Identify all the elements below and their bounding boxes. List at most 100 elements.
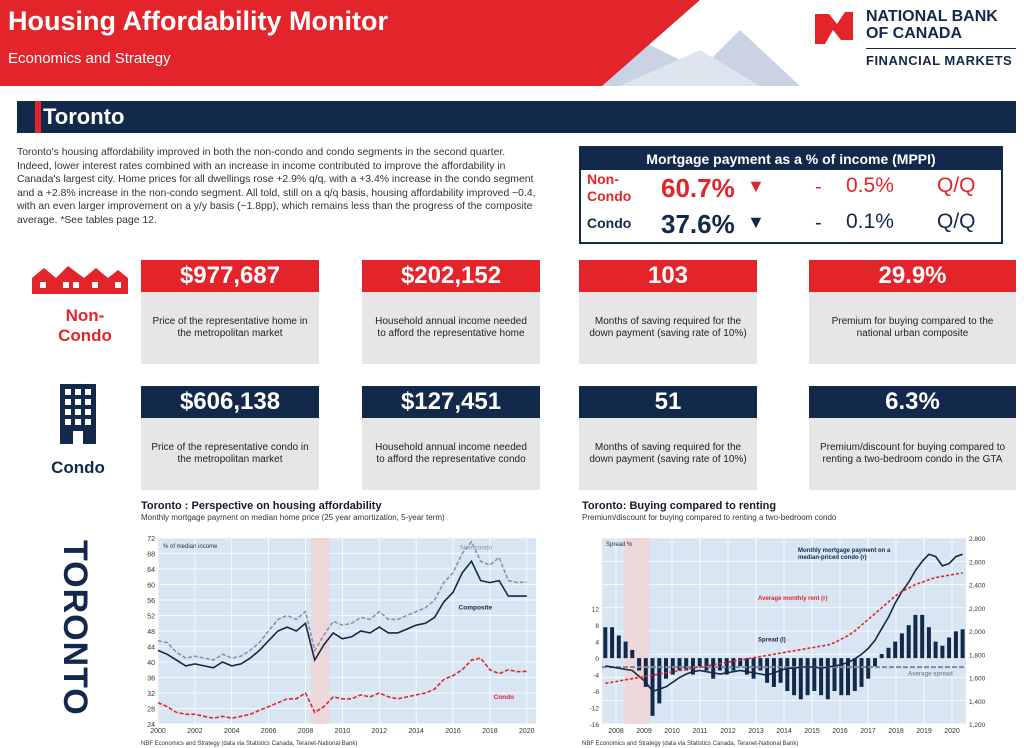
card-value: $127,451: [362, 386, 540, 418]
y-tick-label: 68: [147, 552, 155, 559]
series-label: Condo: [494, 694, 515, 701]
condo-segment-label: Condo: [51, 458, 105, 477]
card-description: Premium/discount for buying compared to …: [819, 442, 1006, 465]
spread-bar: [610, 627, 615, 659]
card-value: $977,687: [141, 260, 319, 292]
y-tick-label-right: 2,200: [969, 606, 986, 613]
mppi-label-noncondo: Non- Condo: [587, 171, 631, 205]
spread-bar: [832, 658, 837, 691]
y-tick-label: -4: [593, 673, 599, 680]
spread-bar: [643, 658, 648, 687]
mppi-label-noncondo-line2: Condo: [587, 188, 632, 204]
x-tick-label: 2012: [371, 728, 387, 735]
spread-bar: [630, 649, 635, 659]
city-banner-accent: [35, 101, 41, 133]
city-name: Toronto: [43, 104, 125, 129]
houses-icon: [32, 266, 128, 294]
x-tick-label: 2004: [224, 728, 240, 735]
noncondo-label-line1: Non-: [65, 306, 105, 325]
y-tick-label: 48: [147, 629, 155, 636]
left-chart-source: NBF Economics and Strategy (data via Sta…: [141, 741, 358, 747]
card-noncondo-saving: 103 Months of saving required for the do…: [579, 260, 757, 364]
nbc-flag-icon: [815, 12, 853, 44]
card-value: 51: [579, 386, 757, 418]
card-condo-saving: 51 Months of saving required for the dow…: [579, 386, 757, 490]
card-noncondo-premium: 29.9% Premium for buying compared to the…: [809, 260, 1016, 364]
spread-bar: [792, 658, 797, 696]
right-chart-source: NBF Economics and Strategy (data via Sta…: [582, 741, 799, 747]
brand-logo: NATIONAL BANK OF CANADA FINANCIAL MARKET…: [800, 0, 1024, 86]
spread-bar: [697, 658, 702, 667]
spread-bar: [906, 625, 911, 659]
y-tick-label: 72: [147, 536, 155, 543]
spread-bar: [738, 658, 743, 667]
x-tick-label: 2020: [519, 728, 535, 735]
spread-bar: [879, 654, 884, 659]
y-tick-label: 32: [147, 691, 155, 698]
y-tick-label-right: 2,000: [969, 629, 986, 636]
x-tick-label: 2008: [298, 728, 314, 735]
brand-divider: [866, 48, 1016, 49]
buy-vs-rent-chart: -16 -12 -8 -4 0 4 8 12 1,200 1,400 1,600 1,800 2,000…: [590, 536, 986, 735]
brand-subtitle: FINANCIAL MARKETS: [866, 53, 1013, 68]
mppi-change-noncondo: 0.5%: [846, 174, 894, 197]
y-tick-label: 28: [147, 707, 155, 714]
y-axis-label: % of median income: [163, 544, 218, 550]
condo-building-icon: [60, 384, 96, 444]
y-tick-label: 36: [147, 676, 155, 683]
spread-bar: [603, 627, 608, 659]
y-tick-label: 56: [147, 598, 155, 605]
spread-bar: [913, 614, 918, 659]
report-subtitle: Economics and Strategy: [8, 50, 171, 67]
spread-bar: [926, 627, 931, 659]
spread-bar: [785, 658, 790, 691]
brand-name-line1: NATIONAL BANK: [866, 8, 998, 25]
header-mountains: [560, 30, 800, 86]
card-description: Price of the representative home in the …: [152, 316, 308, 339]
x-tick-label: 2018: [482, 728, 498, 735]
spread-bar: [873, 658, 877, 667]
x-tick-label: 2017: [860, 728, 876, 735]
y-tick-label-right: 2,800: [969, 536, 986, 543]
y-tick-label: 44: [147, 645, 155, 652]
mppi-value-noncondo: 60.7%: [661, 173, 735, 203]
spread-bar: [920, 614, 925, 659]
y-tick-label-right: 2,600: [969, 559, 986, 566]
card-value: $606,138: [141, 386, 319, 418]
series-line: [157, 657, 527, 720]
spread-bar: [798, 658, 803, 700]
spread-bar: [852, 658, 857, 691]
x-tick-label: 2019: [916, 728, 932, 735]
noncondo-label-line2: Condo: [58, 326, 112, 345]
spread-bar: [765, 658, 770, 683]
y-tick-label: 52: [147, 614, 155, 621]
card-condo-income: $127,451 Household annual income needed …: [362, 386, 540, 490]
x-tick-label: 2002: [187, 728, 203, 735]
mppi-label-condo: Condo: [587, 215, 632, 231]
card-description: Premium for buying compared to the natio…: [831, 316, 994, 339]
spread-bar: [933, 641, 938, 659]
mppi-dash-condo: -: [815, 212, 822, 234]
recession-band: [624, 538, 650, 724]
y-tick-label: 12: [592, 607, 600, 614]
card-value: 103: [579, 260, 757, 292]
mppi-value-condo: 37.6%: [661, 209, 735, 239]
spread-bar: [839, 658, 844, 696]
spread-bar: [711, 658, 716, 679]
card-noncondo-price: $977,687 Price of the representative hom…: [141, 260, 319, 364]
mppi-box: Mortgage payment as a % of income (MPPI)…: [579, 146, 1003, 244]
spread-bar: [812, 658, 817, 691]
series-line: [157, 559, 527, 669]
spread-bar: [960, 629, 965, 659]
x-tick-label: 2011: [692, 728, 707, 735]
spread-bar: [846, 658, 850, 696]
spread-bar: [819, 658, 824, 696]
x-tick-label: 2006: [261, 728, 277, 735]
x-tick-label: 2014: [408, 728, 424, 735]
card-description: Months of saving required for the down p…: [589, 316, 747, 339]
spread-bar: [805, 658, 810, 696]
header-red-band: [0, 0, 700, 86]
y-tick-label-right: 1,400: [969, 699, 986, 706]
down-arrow-icon: ▼: [747, 212, 765, 232]
y-axis-label: Spread %: [606, 542, 633, 548]
